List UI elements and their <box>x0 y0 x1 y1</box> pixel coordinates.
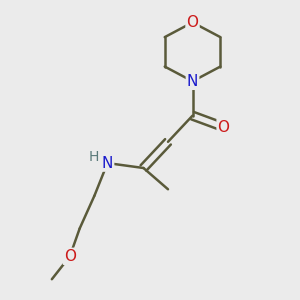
Text: N: N <box>102 156 113 171</box>
Text: O: O <box>187 15 199 30</box>
Text: N: N <box>187 74 198 89</box>
Text: O: O <box>64 249 76 264</box>
Text: O: O <box>218 120 230 135</box>
Text: H: H <box>88 150 99 164</box>
